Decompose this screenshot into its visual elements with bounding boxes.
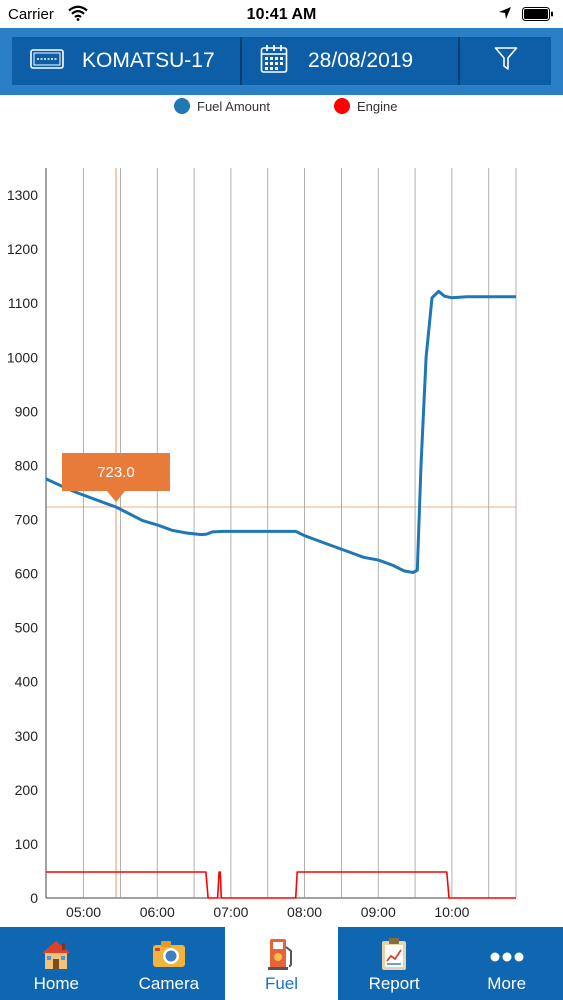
- y-tick-label: 100: [15, 836, 39, 852]
- machine-selector[interactable]: KOMATSU-17: [12, 37, 240, 85]
- legend-item-engine[interactable]: Engine: [334, 98, 397, 114]
- y-tick-label: 1000: [7, 349, 38, 365]
- x-tick-label: 10:00: [434, 904, 469, 920]
- camera-icon: [113, 937, 226, 971]
- wifi-icon: [68, 5, 88, 25]
- status-time: 10:41 AM: [246, 6, 317, 23]
- filter-button[interactable]: [458, 37, 551, 85]
- fuel-amount-series-line[interactable]: [45, 289, 516, 574]
- tab-bar: Home Camera Fuel: [0, 927, 563, 1000]
- x-tick-label: 09:00: [361, 904, 396, 920]
- status-bar: Carrier 10:41 AM: [0, 0, 563, 28]
- fuel-chart[interactable]: 0 100 200 300 400 500 600 700 800 900 1000 1100 1200…: [0, 150, 563, 925]
- tab-fuel[interactable]: Fuel: [225, 927, 338, 1000]
- y-tick-label: 200: [15, 782, 39, 798]
- header: KOMATSU-17 28/08/2019: [0, 28, 563, 95]
- calendar-icon: [260, 44, 288, 79]
- x-tick-label: 05:00: [66, 904, 101, 920]
- y-tick-label: 0: [30, 890, 38, 906]
- legend-dot: [334, 98, 350, 114]
- tab-label: Report: [368, 974, 420, 993]
- legend-label: Engine: [357, 98, 398, 114]
- tab-label: Home: [33, 974, 79, 993]
- tooltip-value: 723.0: [97, 464, 135, 481]
- header-bar: KOMATSU-17 28/08/2019: [12, 37, 551, 85]
- legend-label: Fuel Amount: [197, 98, 270, 114]
- report-clipboard-icon: [338, 937, 451, 971]
- legend-dot: [174, 98, 190, 114]
- machine-plate-icon: [30, 48, 64, 74]
- filter-icon: [494, 46, 518, 77]
- y-tick-label: 300: [15, 728, 39, 744]
- y-tick-label: 1300: [7, 187, 38, 203]
- y-tick-label: 600: [15, 566, 39, 582]
- x-tick-label: 08:00: [287, 904, 322, 920]
- y-tick-label: 800: [15, 457, 39, 473]
- legend-item-fuel-amount[interactable]: Fuel Amount: [174, 98, 270, 114]
- selected-date: 28/08/2019: [308, 49, 414, 72]
- tooltip-marker: [61, 453, 170, 503]
- fuel-pump-icon: [225, 937, 338, 971]
- tab-label: Fuel: [264, 974, 299, 993]
- house-icon: [0, 937, 113, 971]
- y-tick-label: 900: [15, 403, 39, 419]
- machine-name: KOMATSU-17: [82, 49, 215, 72]
- tab-report[interactable]: Report: [338, 927, 451, 1000]
- tab-home[interactable]: Home: [0, 927, 113, 1000]
- engine-series-line[interactable]: [46, 871, 516, 899]
- tab-camera[interactable]: Camera: [113, 927, 226, 1000]
- more-dots-icon: [450, 937, 563, 971]
- location-arrow-icon: [498, 6, 512, 24]
- tab-label: Camera: [138, 974, 200, 993]
- x-tick-label: 07:00: [213, 904, 248, 920]
- y-tick-label: 700: [15, 511, 39, 527]
- battery-icon: [522, 7, 554, 25]
- x-tick-label: 06:00: [140, 904, 175, 920]
- date-selector[interactable]: 28/08/2019: [240, 37, 458, 85]
- y-tick-label: 1100: [8, 295, 38, 311]
- y-tick-label: 500: [15, 620, 39, 636]
- tab-more[interactable]: More: [450, 927, 563, 1000]
- y-tick-label: 400: [15, 674, 39, 690]
- tab-label: More: [487, 974, 527, 993]
- chart-legend: Fuel Amount Engine: [0, 98, 563, 118]
- carrier-label: Carrier: [8, 6, 54, 23]
- y-tick-label: 1200: [7, 241, 38, 257]
